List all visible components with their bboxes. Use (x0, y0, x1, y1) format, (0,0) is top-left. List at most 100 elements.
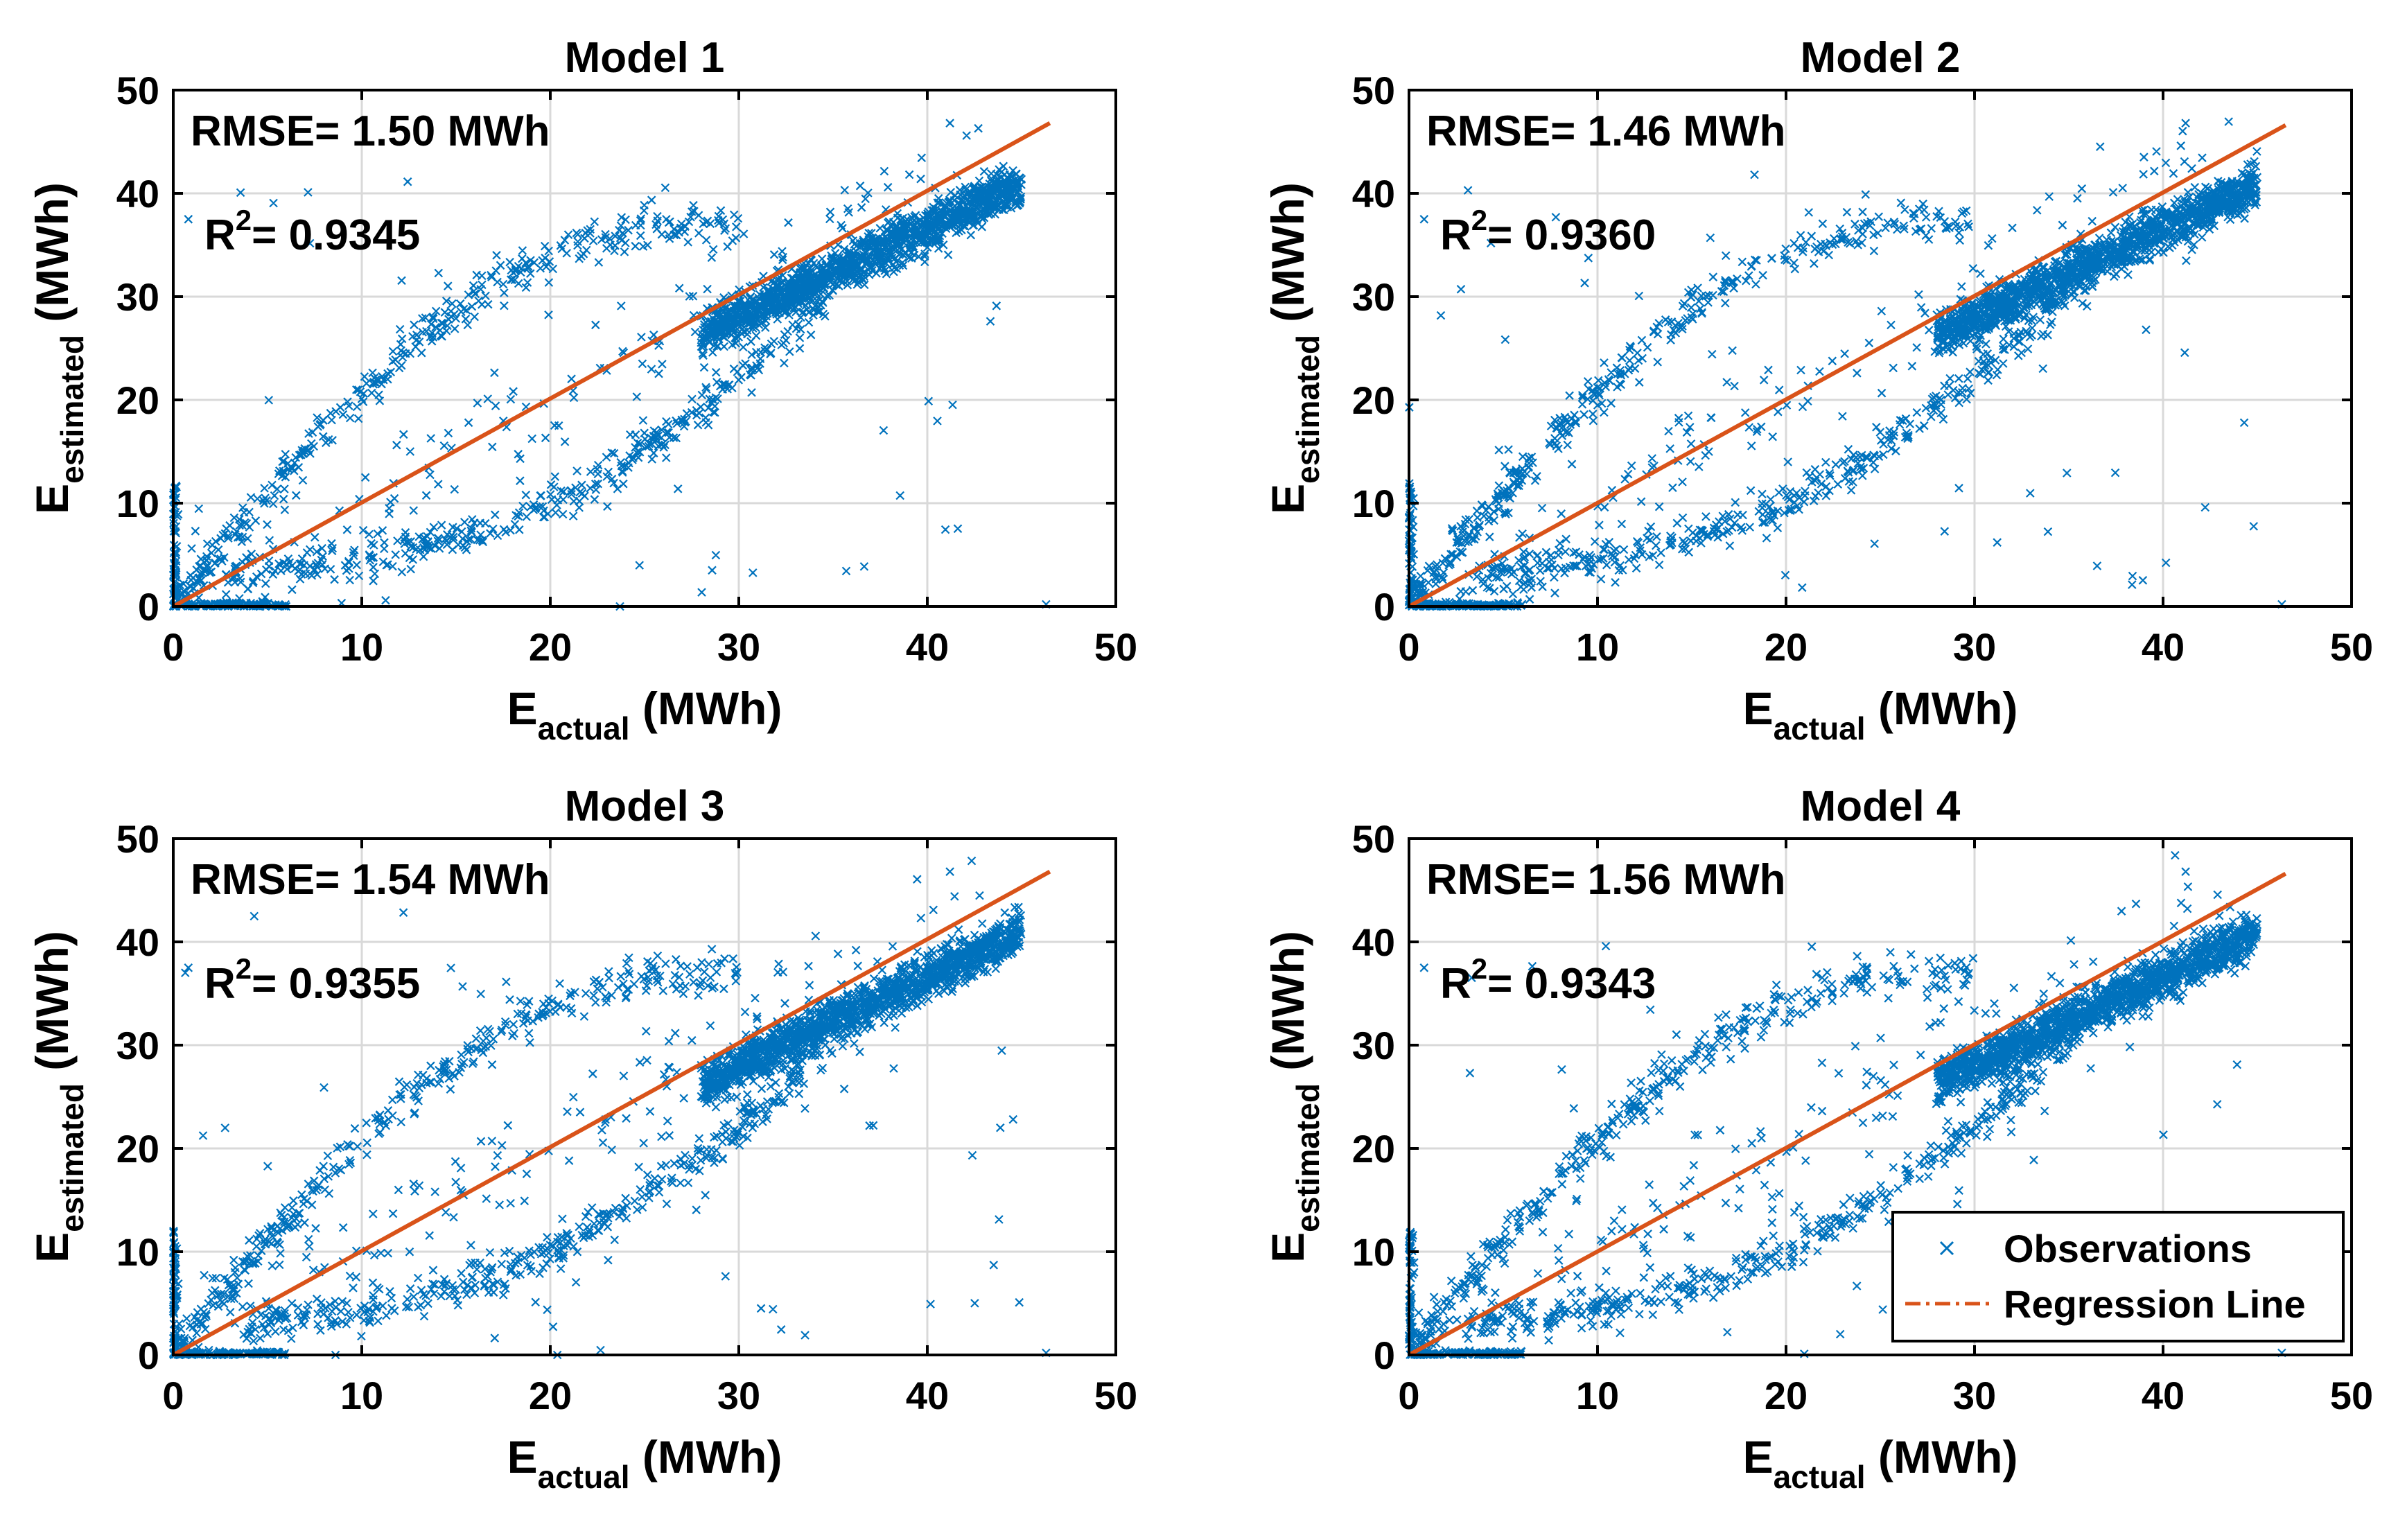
y-axis-label-main: E (26, 1232, 78, 1263)
x-tick-label: 10 (340, 625, 383, 669)
x-axis-label: Eactual (MWh) (507, 683, 782, 746)
x-axis-label: Eactual (MWh) (1743, 1431, 2018, 1495)
observation-points (168, 119, 1051, 611)
legend-marker-observations (1939, 1241, 1954, 1256)
y-axis-label: Eestimated (MWh) (26, 182, 90, 514)
panel-1: 0 10 20 30 40 50 0 10 20 30 40 50 Model 1 Eactual (MW… (26, 34, 1137, 746)
regression-line (1408, 872, 2287, 1357)
x-tick-label: 20 (529, 625, 572, 669)
y-axis-label-sub: estimated (1290, 1083, 1326, 1232)
x-tick-label: 20 (1765, 625, 1808, 669)
r2-annotation: R2= 0.9360 (1440, 204, 1656, 259)
y-tick-label: 40 (1352, 920, 1395, 964)
x-tick-label: 0 (1398, 625, 1419, 669)
x-axis-label: Eactual (MWh) (1743, 683, 2018, 746)
y-tick-label: 40 (116, 920, 159, 964)
rmse-annotation: RMSE= 1.46 MWh (1426, 107, 1786, 155)
regression-line (172, 121, 1051, 609)
y-axis-label-unit: (MWh) (26, 182, 78, 335)
y-tick-label: 50 (116, 69, 159, 112)
x-axis-label-sub: actual (1774, 710, 1866, 746)
x-tick-label: 40 (2142, 1374, 2185, 1417)
x-tick-label: 40 (906, 1374, 949, 1417)
x-axis-label-unit: (MWh) (630, 683, 782, 734)
r2-value: = 0.9360 (1487, 211, 1656, 259)
x-tick-label: 10 (1576, 1374, 1619, 1417)
y-axis-label-unit: (MWh) (1262, 182, 1313, 335)
x-axis-label-sub: actual (1774, 1459, 1866, 1495)
x-tick-label: 0 (162, 625, 184, 669)
rmse-annotation: RMSE= 1.56 MWh (1426, 856, 1786, 904)
r2-symbol: R (1440, 960, 1471, 1008)
axes-box (172, 837, 1117, 1356)
y-tick-label: 0 (1374, 585, 1395, 629)
y-axis-label-sub: estimated (54, 1083, 90, 1232)
x-tick-label: 50 (2330, 625, 2373, 669)
r2-value: = 0.9355 (252, 960, 420, 1008)
y-tick-label: 30 (1352, 275, 1395, 319)
x-axis-label-main: E (507, 1431, 538, 1482)
chart-title: Model 2 (1801, 34, 1961, 82)
legend: Observations Regression Line (1891, 1211, 2345, 1342)
x-tick-label: 50 (2330, 1374, 2373, 1417)
y-tick-label: 40 (116, 172, 159, 216)
x-tick-label: 30 (1953, 625, 1996, 669)
x-axis-label-unit: (MWh) (1866, 683, 2018, 734)
x-tick-label: 30 (717, 1374, 760, 1417)
r2-annotation: R2= 0.9355 (204, 952, 420, 1008)
x-axis-label-main: E (507, 683, 538, 734)
r2-annotation: R2= 0.9345 (204, 204, 420, 259)
y-tick-label: 10 (116, 482, 159, 525)
r2-symbol: R (204, 211, 236, 259)
y-axis-label-sub: estimated (54, 335, 90, 484)
y-tick-label: 20 (116, 378, 159, 422)
y-tick-label: 40 (1352, 172, 1395, 216)
regression-line (1408, 123, 2287, 609)
y-tick-label: 0 (1374, 1333, 1395, 1377)
y-tick-label: 20 (116, 1127, 159, 1171)
chart-title: Model 1 (565, 34, 725, 82)
y-tick-label: 50 (1352, 817, 1395, 861)
r2-symbol: R (1440, 211, 1471, 259)
chart-title: Model 3 (565, 782, 725, 830)
axes-box (1408, 837, 2353, 1356)
x-tick-label: 10 (340, 1374, 383, 1417)
axes-box (1408, 89, 2353, 608)
x-tick-label: 20 (1765, 1374, 1808, 1417)
y-tick-label: 10 (1352, 1230, 1395, 1274)
y-axis-label: Eestimated (MWh) (26, 931, 90, 1263)
r2-annotation: R2= 0.9343 (1440, 952, 1656, 1008)
x-tick-label: 0 (162, 1374, 184, 1417)
x-tick-label: 40 (906, 625, 949, 669)
y-tick-label: 0 (138, 1333, 159, 1377)
r2-symbol: R (204, 960, 236, 1008)
r2-exponent: 2 (1471, 204, 1487, 236)
y-tick-label: 20 (1352, 1127, 1395, 1171)
x-tick-label: 40 (2142, 625, 2185, 669)
x-tick-label: 30 (1953, 1374, 1996, 1417)
y-axis-label-main: E (1262, 484, 1313, 514)
x-tick-label: 10 (1576, 625, 1619, 669)
regression-line (172, 870, 1051, 1357)
y-tick-label: 20 (1352, 378, 1395, 422)
y-tick-label: 0 (138, 585, 159, 629)
chart-title: Model 4 (1801, 782, 1961, 830)
y-axis-label-unit: (MWh) (1262, 931, 1313, 1083)
panel-2: 0 10 20 30 40 50 0 10 20 30 40 50 Model 2 Eactual (MW… (1262, 34, 2373, 746)
r2-exponent: 2 (236, 204, 252, 236)
r2-value: = 0.9345 (252, 211, 420, 259)
rmse-annotation: RMSE= 1.50 MWh (191, 107, 550, 155)
y-tick-label: 10 (116, 1230, 159, 1274)
y-tick-label: 50 (1352, 69, 1395, 112)
rmse-annotation: RMSE= 1.54 MWh (191, 856, 550, 904)
y-axis-label: Eestimated (MWh) (1262, 182, 1326, 514)
x-axis-label-unit: (MWh) (1866, 1431, 2018, 1482)
legend-label-observations: Observations (2004, 1227, 2252, 1270)
r2-exponent: 2 (1471, 952, 1487, 985)
y-tick-label: 30 (116, 1024, 159, 1067)
x-axis-label-unit: (MWh) (630, 1431, 782, 1482)
x-tick-label: 30 (717, 625, 760, 669)
observation-points (1404, 850, 2286, 1360)
y-axis-label: Eestimated (MWh) (1262, 931, 1326, 1263)
